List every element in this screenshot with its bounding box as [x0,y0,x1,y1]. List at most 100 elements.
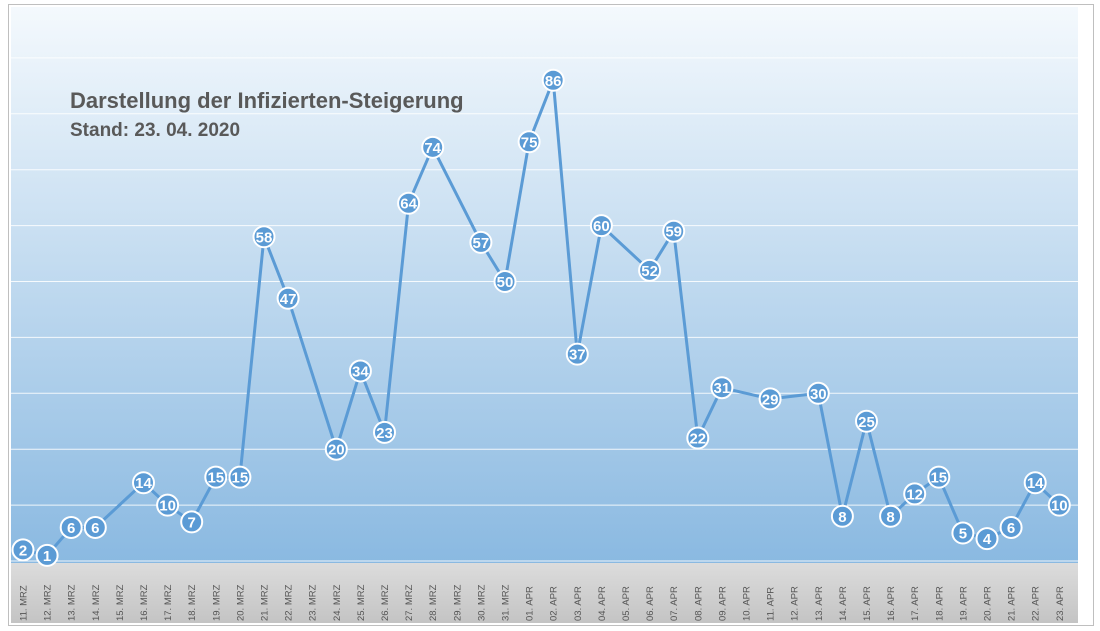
data-label: 29 [762,391,779,408]
data-point [589,214,613,238]
data-label: 10 [159,498,176,515]
data-label: 22 [689,431,706,448]
data-point [252,225,276,249]
data-label: 1 [43,548,51,565]
x-axis-band [11,563,1078,623]
data-point [348,359,372,383]
data-label: 58 [256,229,273,246]
data-point [156,493,180,517]
x-tick-label: 03. APR [573,586,584,621]
x-tick-label: 21. MRZ [260,584,271,621]
data-label: 75 [521,134,538,151]
data-point [686,426,710,450]
x-tick-label: 02. APR [549,586,560,621]
data-point [951,521,975,545]
x-tick-label: 18. APR [934,586,945,621]
data-label: 34 [352,363,369,380]
data-label: 2 [19,542,27,559]
x-tick-label: 13. MRZ [67,584,78,621]
chart-frame: 2 1 6 6 14 10 7 15 15 58 47 20 34 23 64 74 57 50 75 86 37 60 5… [8,4,1094,626]
x-tick-label: 28. MRZ [428,584,439,621]
x-tick-label: 10. APR [742,586,753,621]
x-tick-label: 11. APR [766,587,777,621]
data-label: 50 [497,274,514,291]
data-label: 6 [91,520,99,537]
data-label: 60 [593,218,610,235]
data-point [324,437,348,461]
data-point [421,135,445,159]
x-tick-label: 23. MRZ [308,584,319,621]
data-label: 14 [135,475,152,492]
data-label: 86 [545,73,562,90]
data-label: 8 [886,509,894,526]
data-label: 64 [400,196,417,213]
data-label: 10 [1051,498,1068,515]
x-tick-label: 09. APR [717,586,728,621]
data-point [662,219,686,243]
data-point [1023,471,1047,495]
x-tick-label: 22. APR [1031,586,1042,621]
x-tick-label: 08. APR [693,586,704,621]
data-point [373,420,396,444]
x-tick-label: 15. MRZ [115,584,126,621]
data-label: 23 [376,425,393,442]
data-label: 59 [665,224,682,241]
data-point [638,258,662,282]
data-point [879,504,903,528]
data-label: 8 [838,509,846,526]
data-label: 12 [906,486,923,503]
data-point [830,504,854,528]
data-point [397,191,421,215]
data-label: 4 [983,531,992,548]
x-tick-label: 24. MRZ [332,584,343,621]
data-point [806,381,830,405]
data-point [228,465,252,489]
x-tick-label: 15. APR [862,586,873,621]
data-point [517,130,541,154]
data-label: 74 [424,140,441,157]
x-tick-label: 05. APR [621,586,632,621]
data-label: 6 [67,520,75,537]
data-point [204,465,228,489]
x-tick-label: 19. MRZ [211,584,222,621]
x-tick-label: 23. APR [1055,586,1066,621]
x-tick-label: 20. MRZ [235,584,246,621]
x-tick-label: 04. APR [597,586,608,621]
data-point [132,471,155,495]
x-tick-label: 21. APR [1007,586,1018,621]
data-point [710,376,734,400]
data-point [11,538,35,562]
x-tick-label: 17. APR [910,586,921,621]
x-tick-label: 06. APR [645,586,656,621]
data-label: 57 [473,235,490,252]
data-label: 5 [959,526,967,543]
data-point [35,543,59,567]
data-label: 30 [810,386,827,403]
x-tick-label: 01. APR [525,586,536,621]
data-point [541,68,565,92]
x-tick-label: 19. APR [958,586,969,621]
x-tick-label: 25. MRZ [356,584,367,621]
data-label: 15 [232,470,249,487]
x-tick-label: 18. MRZ [187,584,198,621]
data-label: 7 [188,514,196,531]
data-point [855,409,878,433]
data-label: 15 [930,470,947,487]
data-point [1047,493,1071,517]
data-label: 25 [858,414,875,431]
x-tick-label: 29. MRZ [452,584,463,621]
data-label: 47 [280,291,297,308]
x-tick-label: 17. MRZ [163,584,174,621]
data-point [276,286,300,310]
x-tick-label: 16. APR [886,586,897,621]
x-tick-label: 11. MRZ [19,585,30,621]
data-point [83,515,107,539]
data-point [999,515,1023,539]
data-label: 31 [714,380,731,397]
x-tick-label: 31. MRZ [501,584,512,621]
x-tick-label: 14. MRZ [91,584,102,621]
data-label: 6 [1007,520,1015,537]
x-tick-label: 27. MRZ [404,584,415,621]
x-tick-label: 26. MRZ [380,584,391,621]
